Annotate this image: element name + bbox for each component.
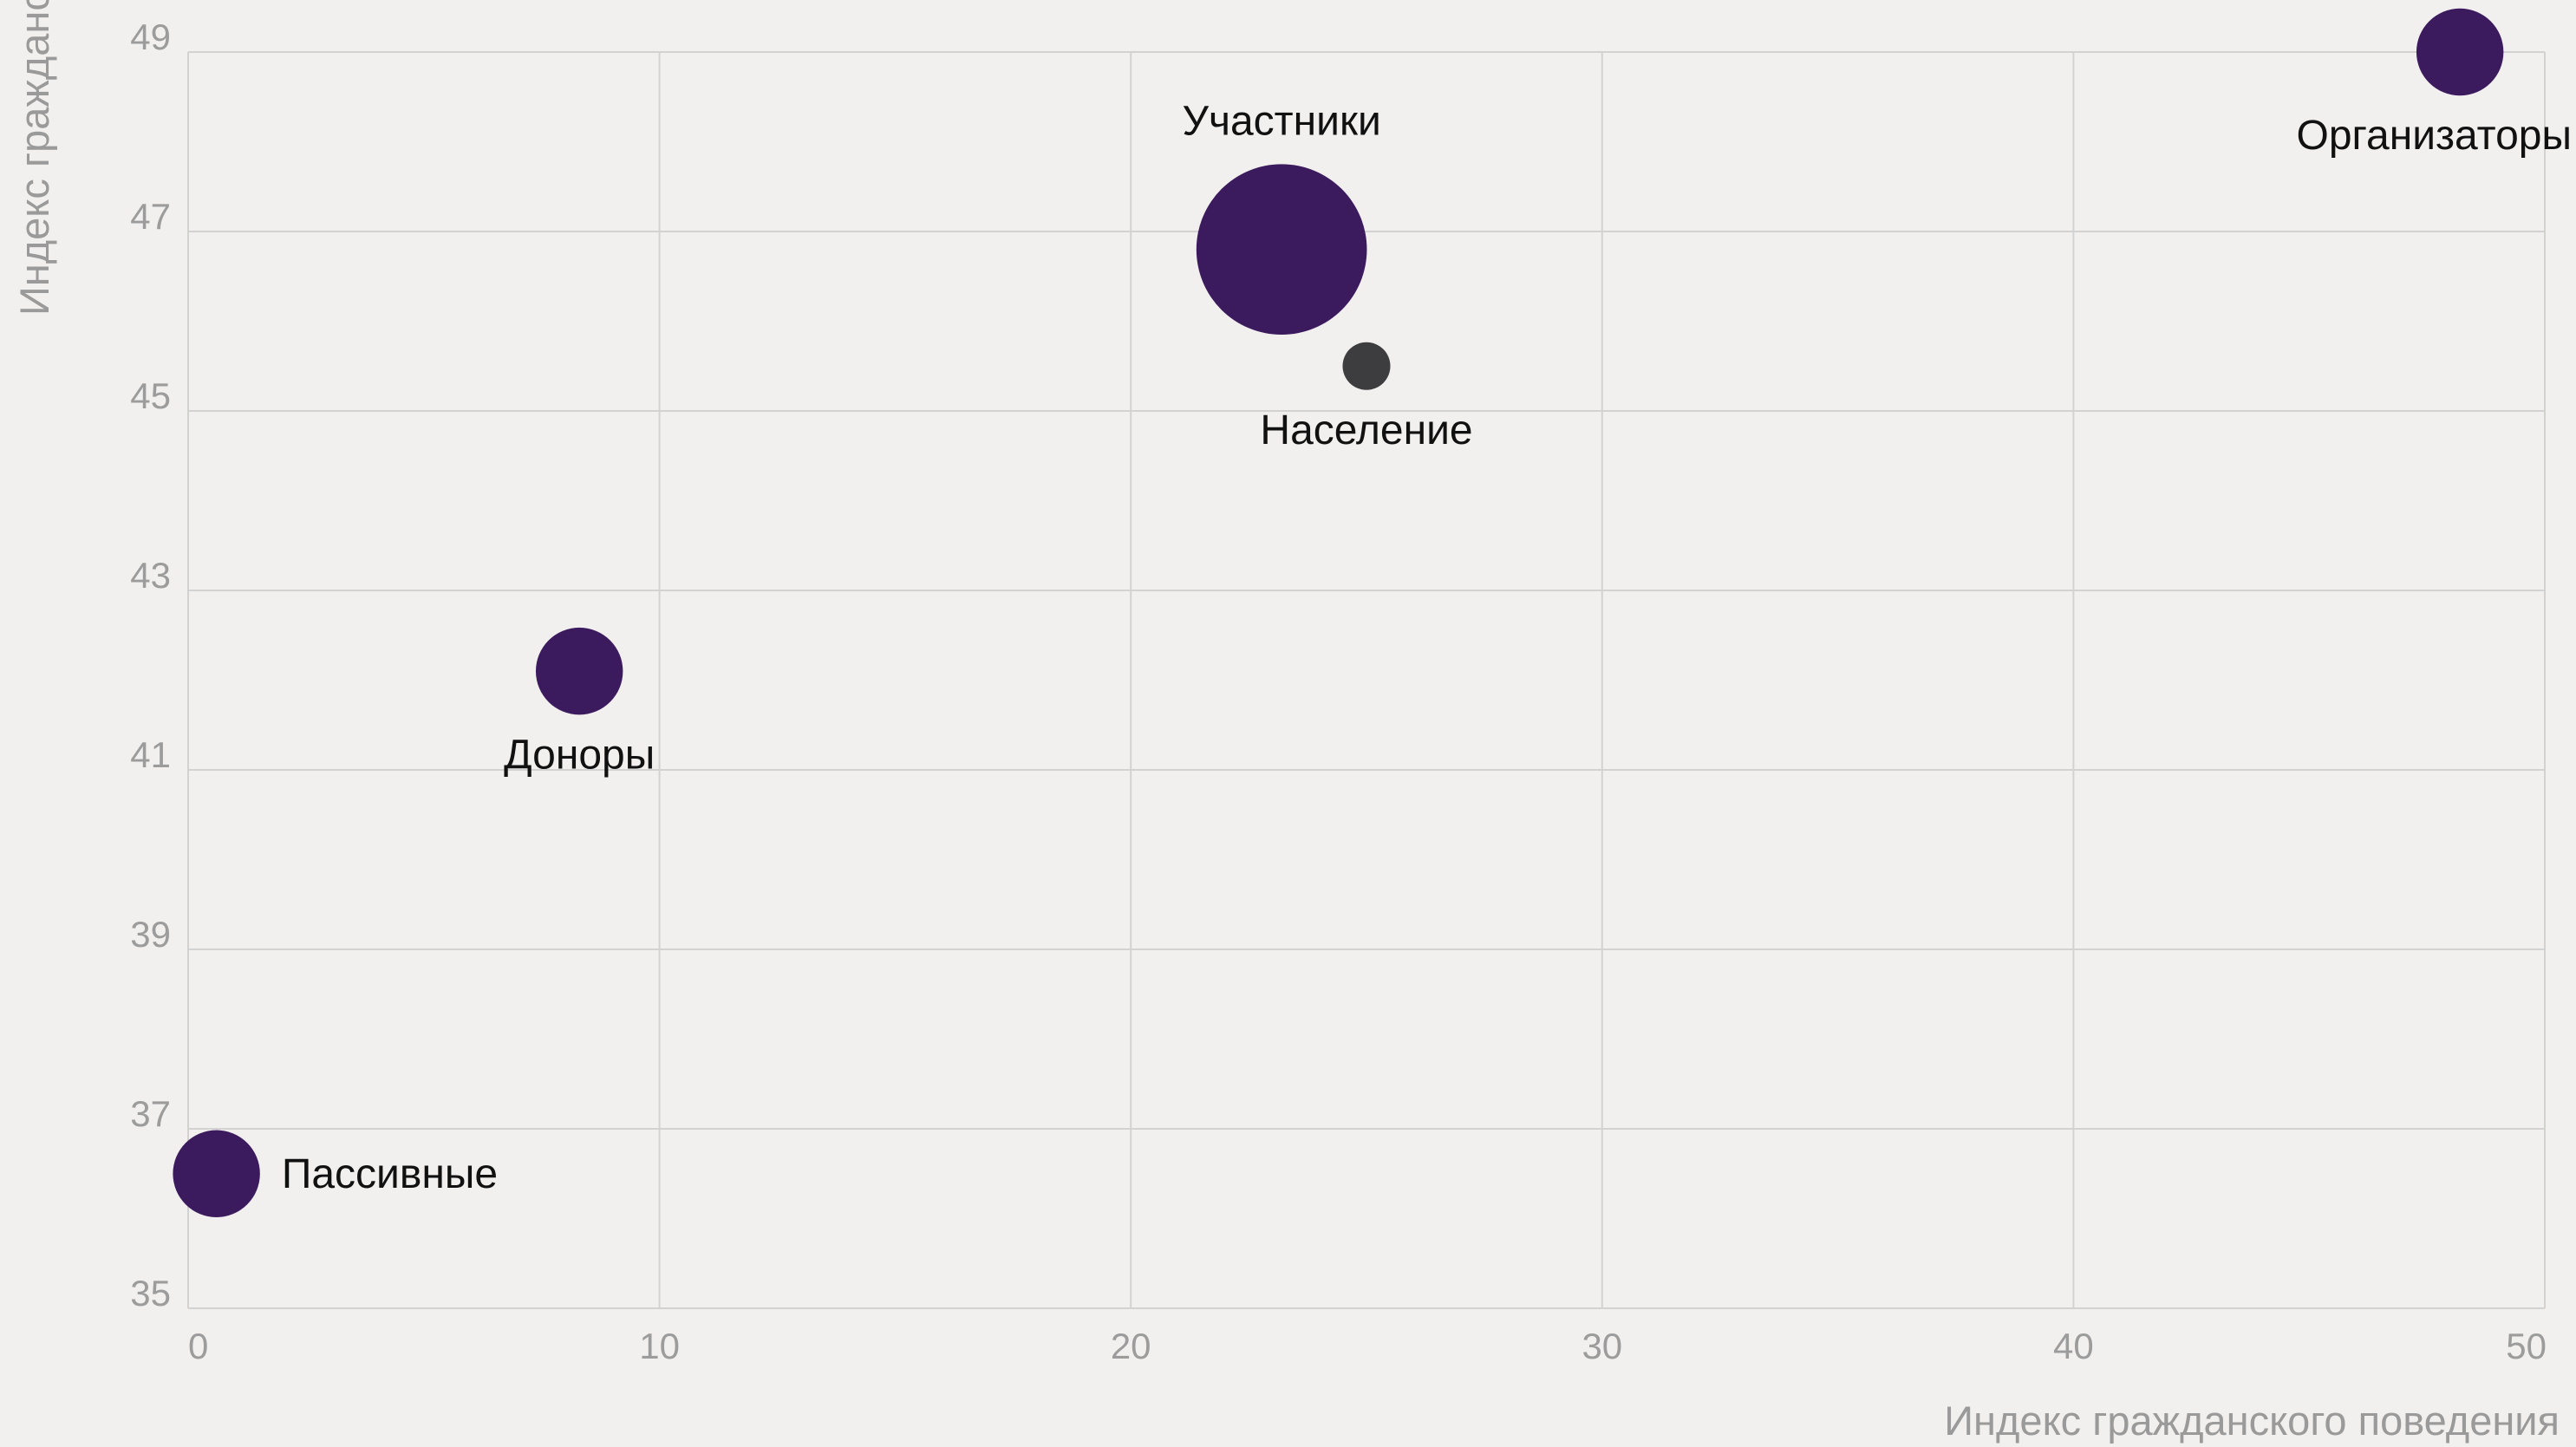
- y-tick-label: 35: [130, 1273, 171, 1313]
- data-label: Доноры: [504, 732, 655, 778]
- y-tick-label: 41: [130, 734, 171, 775]
- x-tick-label: 0: [188, 1326, 208, 1366]
- data-point: [2416, 8, 2504, 96]
- x-tick-label: 20: [1111, 1326, 1151, 1366]
- data-labels: Пассивные Доноры Участники Население Организ…: [282, 98, 2572, 1196]
- data-point: [535, 627, 623, 715]
- y-tick-label: 39: [130, 914, 171, 955]
- x-axis-title: Индекс гражданского поведения: [1944, 1398, 2560, 1444]
- data-label: Участники: [1182, 98, 1380, 144]
- data-points: [173, 8, 2504, 1217]
- data-label: Пассивные: [282, 1151, 498, 1197]
- y-axis-title: Индекс гражданского климата: [11, 0, 57, 316]
- y-tick-label: 43: [130, 555, 171, 596]
- x-tick-label: 30: [1581, 1326, 1622, 1366]
- y-tick-label: 45: [130, 375, 171, 416]
- data-point: [1196, 164, 1367, 336]
- data-point: [1342, 342, 1391, 390]
- data-point: [173, 1130, 260, 1217]
- grid: [187, 51, 2546, 1309]
- y-tick-label: 47: [130, 196, 171, 237]
- y-tick-label: 49: [130, 16, 171, 57]
- data-label: Население: [1260, 407, 1472, 453]
- tick-labels: 0 10 20 30 40 50 35 37 39 41 43 45 47 49: [130, 16, 2547, 1366]
- data-label: Организаторы: [2297, 113, 2572, 159]
- x-tick-label: 10: [639, 1326, 680, 1366]
- y-tick-label: 37: [130, 1093, 171, 1134]
- x-tick-label: 40: [2053, 1326, 2094, 1366]
- x-tick-label: 50: [2506, 1326, 2547, 1366]
